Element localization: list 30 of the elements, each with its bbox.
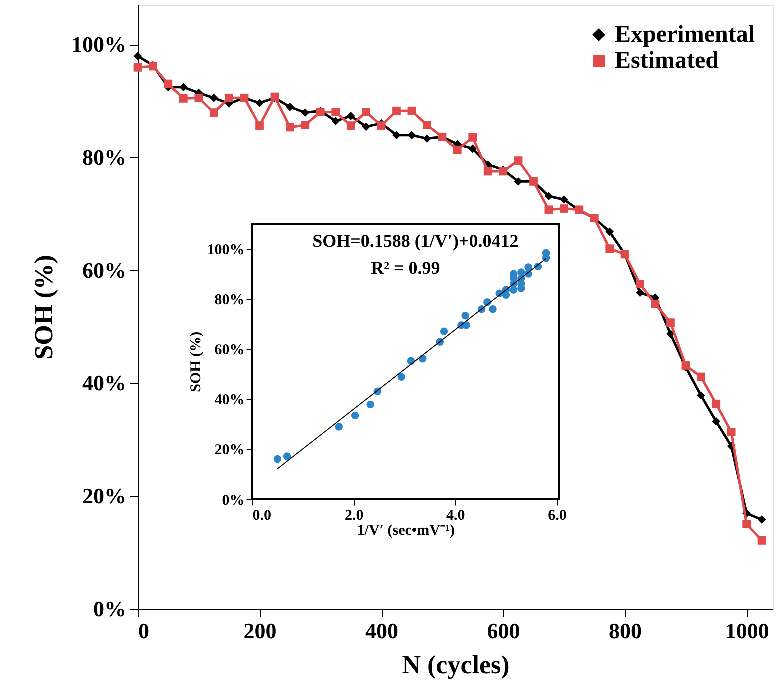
y-tick-label: 20% [214, 442, 245, 459]
y-tick-label: 60% [82, 258, 126, 283]
x-tick-label: 0.0 [252, 508, 272, 524]
x-tick-label: 4.0 [446, 508, 466, 524]
y-tick-label: 60% [214, 342, 245, 359]
y-tick-label: 0% [222, 492, 245, 509]
y-tick-label: 40% [214, 392, 245, 409]
legend-label: Experimental [615, 22, 756, 48]
x-tick-label: 200 [244, 618, 277, 644]
x-axis-title: 1/V′ (sec•mV⁻¹) [357, 522, 455, 539]
x-tick-label: 400 [366, 618, 399, 644]
y-tick-label: 80% [82, 144, 126, 170]
y-tick-label: 40% [82, 370, 126, 396]
annotation: SOH=0.1588 (1/V′)+0.0412 [312, 231, 519, 251]
x-tick-label: 1000 [725, 618, 770, 644]
x-tick-label: 0 [138, 618, 150, 644]
x-axis-title: N (cycles) [402, 650, 510, 680]
legend-label: Estimated [615, 48, 720, 74]
annotation: R² = 0.99 [371, 258, 440, 278]
x-tick-label: 600 [487, 618, 520, 644]
y-axis-title: SOH (%) [30, 255, 58, 360]
x-tick-label: 6.0 [548, 508, 567, 524]
y-tick-label: 100% [207, 242, 245, 259]
x-tick-label: 800 [609, 618, 642, 644]
y-axis-title: SOH (%) [188, 332, 204, 392]
y-tick-label: 20% [82, 484, 126, 509]
y-tick-label: 80% [214, 292, 245, 309]
x-tick-label: 2.0 [344, 508, 364, 524]
y-tick-label: 100% [72, 32, 126, 58]
y-tick-label: 0% [94, 596, 126, 622]
